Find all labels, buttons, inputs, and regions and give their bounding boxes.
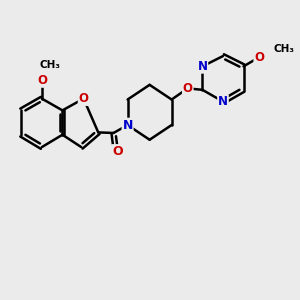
Text: O: O (254, 51, 264, 64)
Text: N: N (197, 60, 207, 73)
Text: O: O (79, 92, 88, 105)
Text: N: N (122, 118, 133, 132)
Text: O: O (112, 145, 123, 158)
Text: CH₃: CH₃ (40, 60, 61, 70)
Text: CH₃: CH₃ (274, 44, 295, 55)
Text: O: O (37, 74, 47, 87)
Text: O: O (183, 82, 193, 95)
Text: N: N (218, 95, 228, 108)
